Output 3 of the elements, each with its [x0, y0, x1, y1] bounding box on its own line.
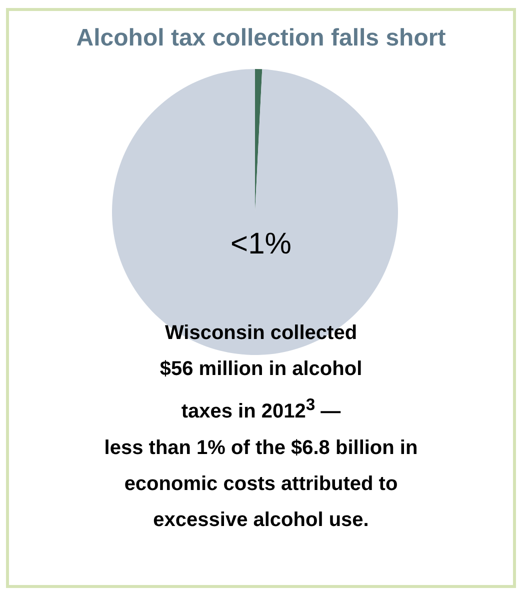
chart-title: Alcohol tax collection falls short: [76, 24, 446, 52]
text: Wisconsin collected $56 million in alcohol taxes in 2012$^{3}$ — less than 1% of the $6.8 billion in economic costs attributed to excessive alcohol use.: [103, 321, 419, 533]
text: <1%: [230, 228, 292, 260]
